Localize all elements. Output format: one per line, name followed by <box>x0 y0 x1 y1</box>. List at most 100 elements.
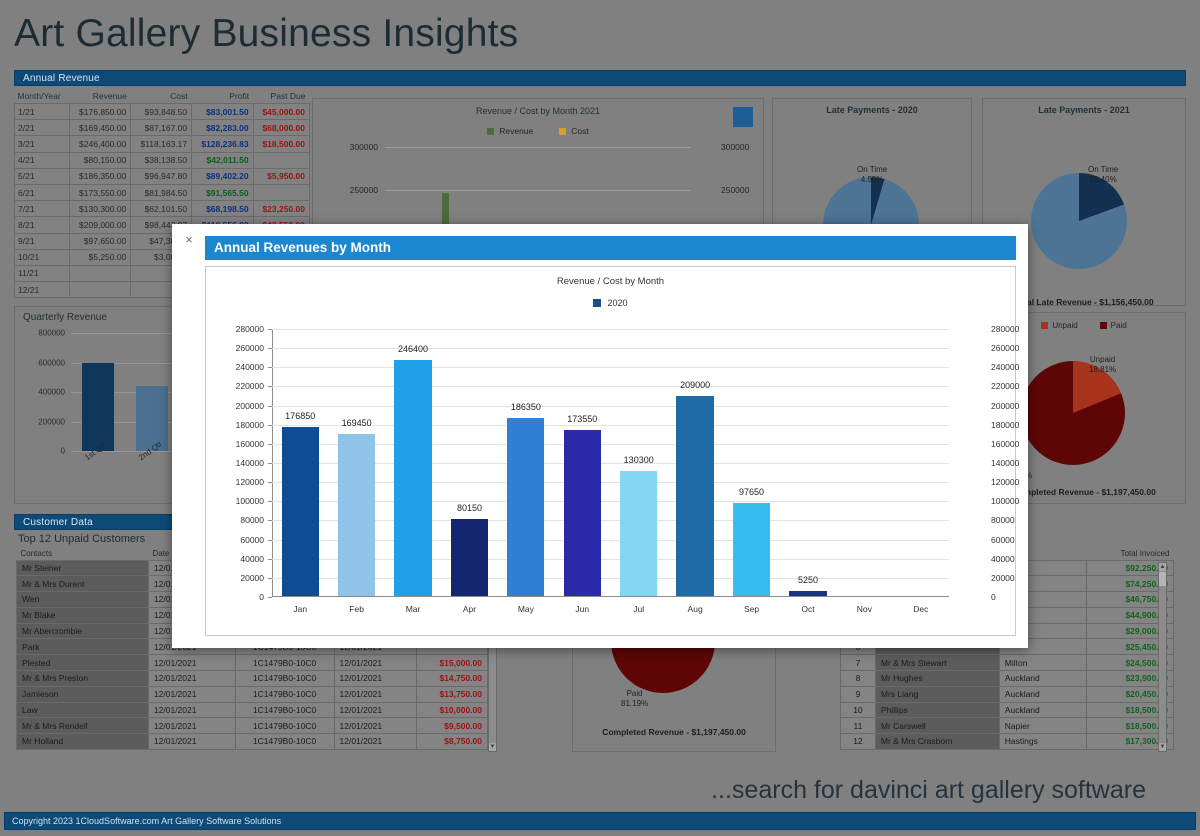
cell-month: 7/21 <box>14 200 70 218</box>
table-row: 2/21 $169,450.00 $87,167.00 $82,283.00 $68,0… <box>14 119 311 137</box>
late-payments-2021-pie <box>1031 173 1127 269</box>
table-row: 9 Mrs Liang Auckland $20,450.00 <box>840 685 1175 703</box>
bar-value-label: 80150 <box>456 503 482 514</box>
cell-profit: $82,283.00 <box>191 119 254 137</box>
completed-revenue-paid-label: Paid 81.19% <box>621 689 649 708</box>
late-payments-2021-pie-wrap: On Time 19.40% Late Payment 80.60% Total… <box>977 115 1185 321</box>
y-tick <box>268 329 272 330</box>
bar-group: 173550 Jun <box>554 329 610 614</box>
gridline <box>272 482 949 484</box>
cell-date-invoiced: 12/01/2021 <box>147 654 236 671</box>
close-icon[interactable]: × <box>180 231 198 249</box>
cell-past-due <box>252 151 311 169</box>
cell-name: Mr Carswell <box>874 717 1000 735</box>
legend-swatch <box>487 127 495 135</box>
cell-month: 1/21 <box>14 102 70 121</box>
cell-past-due: $23,250.00 <box>252 200 311 218</box>
cell-total-invoiced: $17,300.00 <box>1085 733 1175 750</box>
bar-group: 169450 Feb <box>328 329 384 614</box>
gridline <box>272 386 949 388</box>
cell-profit: $42,011.50 <box>191 151 254 169</box>
cell-past-due: $45,000.00 <box>252 102 311 121</box>
y-tick-label: 0 <box>60 446 65 456</box>
cell-revenue <box>68 281 132 299</box>
gridline <box>272 520 949 522</box>
x-tick-label: Mar <box>405 604 421 614</box>
legend-swatch-2020 <box>593 299 602 307</box>
cell-profit: $91,565.50 <box>191 183 254 202</box>
bar <box>281 426 319 596</box>
y-tick-label-left: 160000 <box>235 438 264 449</box>
y-tick <box>268 386 272 388</box>
y-tick-label-right: 250000 <box>721 184 750 195</box>
cell-cost: $118,163.17 <box>130 135 193 153</box>
cell-cost: $96,947.80 <box>130 167 193 185</box>
cell-name: Mr & Mrs Crasborn <box>874 733 1000 750</box>
bar <box>789 590 827 596</box>
cell-due-date: 12/01/2021 <box>333 669 418 687</box>
column-header: Contacts <box>20 549 53 559</box>
cell-due-date: 12/01/2021 <box>333 717 418 735</box>
bar <box>676 395 714 596</box>
bar-value-label: 173550 <box>567 413 598 424</box>
table-row: 5/21 $186,350.00 $96,947.80 $89,402.20 $5,95… <box>14 167 311 185</box>
cell-name: Mrs Liang <box>874 685 1000 703</box>
column-header: Past Due <box>270 91 306 101</box>
table-row: 7/21 $130,300.00 $62,101.50 $68,198.50 $23,2… <box>14 200 311 218</box>
cell-profit: $68,198.50 <box>191 200 254 218</box>
top-invoiced-scrollbar[interactable]: ▲ ▼ <box>1158 562 1167 752</box>
legend-swatch <box>1099 322 1107 329</box>
cell-contact: Wen <box>16 591 149 608</box>
x-tick-label: Jul <box>633 604 645 614</box>
bar-value-label: 176850 <box>285 410 316 421</box>
scroll-up-arrow-icon[interactable]: ▲ <box>1159 563 1166 571</box>
cell-revenue: $173,550.00 <box>68 183 132 202</box>
bar <box>136 386 168 451</box>
late-payments-2020-title: Late Payments - 2020 <box>826 105 918 115</box>
y-tick-label-right: 200000 <box>991 400 1020 411</box>
table-row: 4/21 $80,150.00 $38,138.50 $42,011.50 <box>14 151 311 169</box>
bar-group: Dec <box>893 329 949 614</box>
bar <box>732 502 771 596</box>
cell-contact: Law <box>16 701 149 719</box>
column-header: Cost <box>170 91 188 101</box>
cell-month: 11/21 <box>14 264 70 283</box>
cell-contact: Mr Holland <box>16 733 149 750</box>
cell-month: 6/21 <box>14 183 70 202</box>
bar-value-label: 186350 <box>510 401 541 412</box>
bar-group: 97650 Sep <box>723 329 779 614</box>
table-row: 10 Phillips Auckland $18,500.00 <box>840 701 1175 719</box>
tagline: ...search for davinci art gallery softwa… <box>711 776 1146 804</box>
gridline <box>272 405 949 407</box>
bar-value-label: 97650 <box>739 486 765 497</box>
table-row: Mr & Mrs Preston 12/01/2021 1C1479B0-10C0 1… <box>16 669 488 687</box>
gridline <box>272 329 949 330</box>
table-row: 8 Mr Hughes Auckland $23,900.00 <box>840 669 1175 687</box>
y-tick-label-left: 200000 <box>235 400 264 411</box>
cell-contact: Plested <box>16 654 149 671</box>
cell-invoice: 1C1479B0-10C0 <box>234 685 335 703</box>
section-band-annual-revenue: Annual Revenue <box>14 70 1186 86</box>
completed-revenue-total: Completed Revenue - $1,197,450.00 <box>602 727 746 737</box>
cell-profit: $83,001.50 <box>191 102 254 121</box>
y-tick-label-right: 240000 <box>991 362 1020 373</box>
x-tick-label: Jun <box>575 604 590 614</box>
scroll-down-arrow-icon[interactable]: ▼ <box>489 743 496 751</box>
y-tick-label-right: 40000 <box>991 553 1015 564</box>
scroll-down-arrow-icon[interactable]: ▼ <box>1159 743 1166 751</box>
cell-profit: $89,402.20 <box>191 167 254 185</box>
cell-revenue: $5,250.00 <box>68 248 132 266</box>
cell-total-invoiced: $44,900.00 <box>1085 606 1175 624</box>
chart-flag-icon[interactable] <box>733 107 753 127</box>
cell-name: Mr Hughes <box>874 669 1000 687</box>
modal-card: × Annual Revenues by Month Revenue / Cos… <box>172 224 1028 648</box>
scrollbar-thumb[interactable] <box>1159 572 1166 586</box>
gridline <box>272 558 949 560</box>
cell-contact: Jamieson <box>16 685 149 703</box>
y-tick-label-left: 100000 <box>235 496 264 507</box>
cell-due-date: 12/01/2021 <box>333 654 418 671</box>
y-tick <box>268 597 272 598</box>
cell-invoice: 1C1479B0-10C0 <box>234 733 335 750</box>
cell-cost: $93,848.50 <box>130 102 193 121</box>
